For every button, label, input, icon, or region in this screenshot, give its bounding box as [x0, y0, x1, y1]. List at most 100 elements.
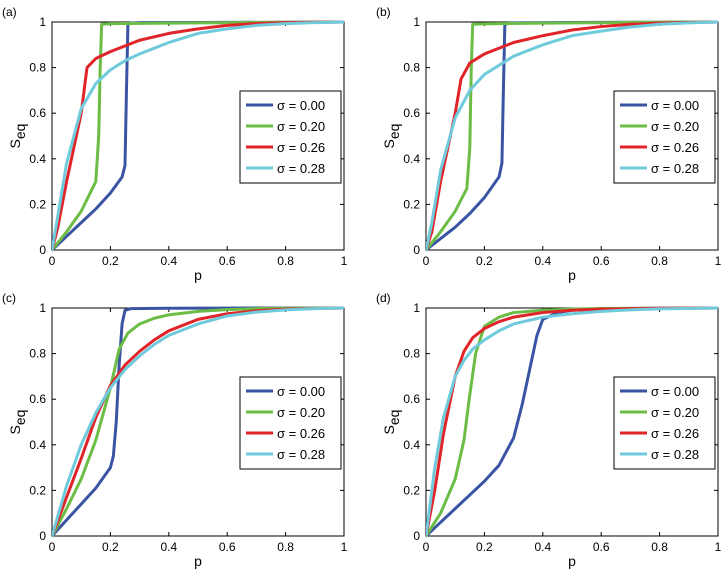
x-axis-label: p [568, 267, 576, 283]
series-line-3 [52, 306, 344, 538]
y-axis-label: Seq [381, 124, 402, 149]
legend-label: σ = 0.00 [651, 98, 699, 113]
x-tick-label: 0 [49, 254, 56, 268]
x-tick-label: 0.4 [160, 254, 177, 268]
chart-panel-d: (d) 0 0.2 0.4 0.6 0.8 1 0 0.2 0.4 0.6 0.8 1 p Seq σ = 0… [376, 291, 722, 569]
panel-label: (d) [376, 291, 391, 305]
y-axis-label: Seq [7, 410, 28, 435]
x-tick-label: 1 [341, 254, 348, 268]
y-tick-label: 0.4 [403, 152, 420, 166]
series-line-2 [426, 306, 718, 538]
y-tick-label: 0.2 [403, 197, 420, 211]
x-tick-label: 0.8 [651, 254, 668, 268]
panel-label: (c) [2, 291, 16, 305]
y-tick-label: 0.8 [403, 347, 420, 361]
series-line-1 [426, 20, 718, 252]
x-tick-label: 0.8 [277, 540, 294, 554]
legend-label: σ = 0.28 [651, 161, 699, 176]
y-axis-label-main: S [381, 139, 397, 148]
y-axis-label-main: S [7, 425, 23, 434]
series-line-0 [52, 306, 344, 538]
x-tick-label: 1 [715, 540, 722, 554]
x-axis-label: p [194, 267, 202, 283]
y-axis-label: Seq [7, 124, 28, 149]
legend: σ = 0.00 σ = 0.20 σ = 0.26 σ = 0.28 [613, 376, 716, 470]
x-tick-label: 0.4 [160, 540, 177, 554]
y-tick-label: 1 [39, 301, 46, 315]
x-tick-label: 0.6 [219, 540, 236, 554]
x-tick-label: 0.6 [593, 254, 610, 268]
series-line-1 [52, 20, 344, 252]
y-axis-label-sub: eq [386, 124, 402, 140]
legend-label: σ = 0.26 [277, 140, 325, 155]
series-line-3 [426, 20, 718, 252]
y-tick-label: 1 [413, 301, 420, 315]
legend-label: σ = 0.26 [651, 426, 699, 441]
y-tick-label: 0 [413, 243, 420, 257]
y-tick-label: 0.8 [403, 61, 420, 75]
legend-label: σ = 0.00 [277, 98, 325, 113]
x-tick-label: 0 [423, 254, 430, 268]
panel-label: (b) [376, 5, 391, 19]
panel-label: (a) [2, 5, 17, 19]
legend-label: σ = 0.28 [277, 447, 325, 462]
y-tick-label: 0 [39, 529, 46, 543]
legend-label: σ = 0.28 [651, 447, 699, 462]
y-tick-label: 0.2 [29, 483, 46, 497]
y-tick-label: 0 [39, 243, 46, 257]
x-tick-label: 0.2 [476, 540, 493, 554]
y-axis-label-sub: eq [12, 410, 28, 426]
x-tick-label: 0 [49, 540, 56, 554]
y-tick-label: 0.6 [403, 392, 420, 406]
legend-label: σ = 0.26 [651, 140, 699, 155]
x-tick-label: 0.2 [102, 254, 119, 268]
x-tick-label: 0 [423, 540, 430, 554]
legend-label: σ = 0.20 [651, 405, 699, 420]
y-tick-label: 0.8 [29, 347, 46, 361]
series-line-2 [426, 20, 718, 252]
y-tick-label: 0.2 [403, 483, 420, 497]
chart-panel-a: (a) 0 0.2 0.4 0.6 0.8 1 0 0.2 0.4 0.6 0.8 1 p Seq σ = 0… [2, 5, 348, 283]
x-tick-label: 0.6 [593, 540, 610, 554]
chart-panel-c: (c) 0 0.2 0.4 0.6 0.8 1 0 0.2 0.4 0.6 0.8 1 p Seq σ = 0… [2, 291, 348, 569]
x-tick-label: 0.8 [651, 540, 668, 554]
y-tick-label: 0.6 [29, 392, 46, 406]
y-tick-label: 0.6 [29, 106, 46, 120]
x-tick-label: 0.8 [277, 254, 294, 268]
y-tick-label: 1 [413, 15, 420, 29]
legend-label: σ = 0.00 [277, 384, 325, 399]
legend-label: σ = 0.00 [651, 384, 699, 399]
x-axis-label: p [194, 553, 202, 569]
y-tick-label: 1 [39, 15, 46, 29]
legend-label: σ = 0.20 [277, 405, 325, 420]
y-tick-label: 0.4 [403, 438, 420, 452]
y-axis-label: Seq [381, 410, 402, 435]
y-tick-label: 0.8 [29, 61, 46, 75]
legend: σ = 0.00 σ = 0.20 σ = 0.26 σ = 0.28 [613, 90, 716, 184]
x-tick-label: 0.2 [476, 254, 493, 268]
x-tick-label: 0.2 [102, 540, 119, 554]
series-line-3 [426, 306, 718, 538]
series-line-1 [52, 306, 344, 538]
x-tick-label: 0.4 [534, 540, 551, 554]
x-tick-label: 1 [715, 254, 722, 268]
y-tick-label: 0.6 [403, 106, 420, 120]
series-line-3 [52, 20, 344, 252]
y-axis-label-main: S [7, 139, 23, 148]
legend: σ = 0.00 σ = 0.20 σ = 0.26 σ = 0.28 [239, 376, 342, 470]
legend-label: σ = 0.20 [651, 119, 699, 134]
x-tick-label: 1 [341, 540, 348, 554]
legend: σ = 0.00 σ = 0.20 σ = 0.26 σ = 0.28 [239, 90, 342, 184]
legend-label: σ = 0.20 [277, 119, 325, 134]
y-tick-label: 0 [413, 529, 420, 543]
y-tick-label: 0.2 [29, 197, 46, 211]
y-tick-label: 0.4 [29, 152, 46, 166]
legend-label: σ = 0.28 [277, 161, 325, 176]
y-axis-label-sub: eq [12, 124, 28, 140]
chart-panel-b: (b) 0 0.2 0.4 0.6 0.8 1 0 0.2 0.4 0.6 0.8 1 p Seq σ = 0… [376, 5, 722, 283]
x-tick-label: 0.6 [219, 254, 236, 268]
y-axis-label-main: S [381, 425, 397, 434]
y-axis-label-sub: eq [386, 410, 402, 426]
x-axis-label: p [568, 553, 576, 569]
